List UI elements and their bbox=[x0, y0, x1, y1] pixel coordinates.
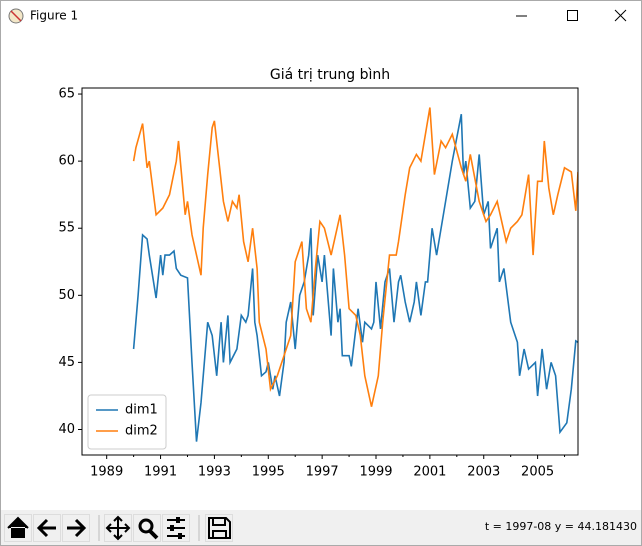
save-icon bbox=[208, 517, 231, 539]
app-icon bbox=[10, 10, 22, 22]
x-tick-label: 1999 bbox=[359, 465, 392, 480]
back-icon bbox=[36, 518, 56, 538]
window-title: Figure 1 bbox=[30, 9, 78, 23]
forward-icon bbox=[67, 518, 87, 538]
pan-icon bbox=[105, 515, 131, 541]
y-tick-label: 55 bbox=[58, 221, 75, 236]
close-button[interactable] bbox=[614, 9, 627, 22]
chart-title: Giá trị trung bình bbox=[270, 67, 390, 83]
plot: Giá trị trung bình 40 45 50 55 60 65 1989 1991 19… bbox=[58, 67, 579, 480]
axes-frame bbox=[81, 87, 579, 456]
y-tick-label: 40 bbox=[58, 422, 75, 437]
status-text: t = 1997-08 y = 44.181430 bbox=[485, 520, 637, 533]
configure-icon bbox=[170, 517, 182, 539]
x-tick-label: 2003 bbox=[467, 465, 500, 480]
y-tick-label: 65 bbox=[58, 87, 75, 102]
data-line bbox=[132, 107, 578, 407]
x-tick-label: 1991 bbox=[144, 465, 177, 480]
maximize-button[interactable] bbox=[567, 10, 578, 21]
legend-label: dim2 bbox=[125, 424, 158, 439]
x-tick-label: 2005 bbox=[521, 465, 554, 480]
x-tick-label: 1989 bbox=[90, 465, 123, 480]
plot-area bbox=[132, 107, 578, 442]
home-icon bbox=[7, 516, 29, 529]
zoom-icon bbox=[148, 529, 159, 540]
y-tick-label: 45 bbox=[58, 355, 75, 370]
toolbar-buttons bbox=[4, 514, 233, 542]
legend-label: dim1 bbox=[125, 403, 158, 418]
x-tick-label: 1997 bbox=[306, 465, 339, 480]
y-tick-label: 60 bbox=[58, 154, 75, 169]
x-tick-label: 1995 bbox=[252, 465, 285, 480]
x-tick-label: 2001 bbox=[413, 465, 446, 480]
y-tick-label: 50 bbox=[58, 288, 75, 303]
title-bar: Figure 1 bbox=[8, 8, 627, 24]
zoom-icon bbox=[138, 518, 154, 534]
data-line bbox=[132, 114, 578, 442]
x-tick-label: 1993 bbox=[198, 465, 231, 480]
legend-box bbox=[87, 394, 167, 450]
